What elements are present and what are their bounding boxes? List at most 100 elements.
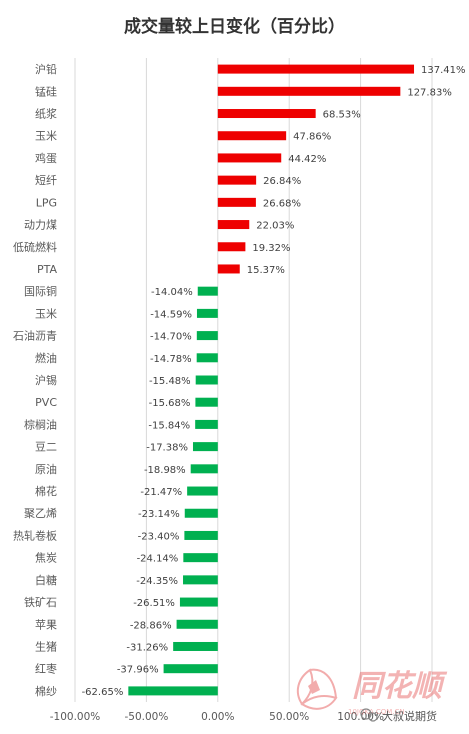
category-label: 棕榈油 bbox=[24, 417, 57, 431]
bar bbox=[196, 308, 218, 318]
watermark-account: 大叔说期货 bbox=[382, 709, 437, 723]
category-label: 红枣 bbox=[35, 663, 57, 676]
data-label: 15.37% bbox=[247, 265, 285, 276]
x-tick-label: 0.00% bbox=[201, 711, 234, 723]
data-label: 47.86% bbox=[293, 132, 331, 143]
bar bbox=[195, 419, 218, 429]
bar bbox=[128, 686, 218, 696]
data-label: -26.51% bbox=[133, 598, 175, 609]
data-label: -23.40% bbox=[138, 531, 180, 542]
bar bbox=[217, 197, 256, 207]
category-label: 棉纱 bbox=[35, 684, 57, 698]
category-label: 锰硅 bbox=[35, 84, 57, 98]
data-label: 26.68% bbox=[263, 198, 301, 209]
category-label: 聚乙烯 bbox=[24, 507, 57, 520]
x-tick-label: 50.00% bbox=[269, 711, 309, 723]
category-label: 燃油 bbox=[35, 351, 57, 365]
category-label: 动力煤 bbox=[24, 219, 57, 232]
watermark-url: 10JQKA.COM.CN bbox=[348, 708, 405, 716]
bar bbox=[184, 530, 218, 540]
bar bbox=[217, 64, 415, 74]
data-label: -14.04% bbox=[151, 287, 193, 298]
bar bbox=[217, 131, 287, 141]
bar bbox=[163, 664, 218, 674]
category-label: 棉花 bbox=[35, 484, 57, 498]
category-label: 苹果 bbox=[35, 617, 57, 631]
category-label: 纸浆 bbox=[35, 107, 57, 121]
chart-title: 成交量较上日变化（百分比） bbox=[124, 17, 345, 37]
data-label: 19.32% bbox=[252, 243, 290, 254]
category-label: 白糖 bbox=[35, 573, 57, 587]
data-label: 137.41% bbox=[421, 65, 466, 76]
data-label: -18.98% bbox=[144, 465, 186, 476]
category-label: 铁矿石 bbox=[24, 596, 57, 609]
watermark: 同花顺 10JQKA.COM.CN 大叔说期货 bbox=[296, 668, 448, 723]
bar bbox=[190, 464, 218, 474]
data-label: -21.47% bbox=[140, 487, 182, 498]
data-label: -15.68% bbox=[149, 398, 191, 409]
category-label: 玉米 bbox=[35, 130, 57, 143]
category-label: 沪铅 bbox=[35, 62, 57, 76]
wechat-icon bbox=[360, 708, 378, 722]
bar bbox=[183, 575, 218, 585]
bar bbox=[217, 86, 401, 96]
data-label: 44.42% bbox=[288, 154, 326, 165]
category-label: LPG bbox=[36, 196, 57, 209]
category-label: 豆二 bbox=[35, 441, 57, 454]
data-label: 22.03% bbox=[256, 221, 294, 232]
data-label: -17.38% bbox=[146, 443, 188, 454]
data-label: -24.14% bbox=[137, 554, 179, 565]
bar bbox=[217, 175, 257, 185]
category-label: 原油 bbox=[35, 462, 57, 476]
data-label: 127.83% bbox=[407, 87, 452, 98]
watermark-brand: 同花顺 bbox=[352, 669, 448, 704]
bar bbox=[173, 641, 218, 651]
category-label: PTA bbox=[37, 263, 57, 276]
bar bbox=[179, 597, 218, 607]
category-label: 玉米 bbox=[35, 307, 57, 320]
bar bbox=[217, 109, 316, 119]
bar bbox=[184, 508, 218, 518]
bar bbox=[217, 242, 246, 252]
x-tick-label: -100.00% bbox=[50, 711, 101, 723]
data-label: -14.59% bbox=[150, 309, 192, 320]
data-label: -23.14% bbox=[138, 509, 180, 520]
data-label: -37.96% bbox=[117, 665, 159, 676]
data-label: -15.48% bbox=[149, 376, 191, 387]
bar bbox=[192, 442, 218, 452]
data-label: -14.78% bbox=[150, 354, 192, 365]
data-label: -31.26% bbox=[126, 642, 168, 653]
category-label: 生猪 bbox=[35, 639, 57, 653]
bar bbox=[196, 353, 218, 363]
category-label: 石油沥青 bbox=[13, 329, 57, 343]
data-label: -14.70% bbox=[150, 332, 192, 343]
x-tick-label: 100.00% bbox=[337, 711, 384, 723]
category-label: 鸡蛋 bbox=[35, 151, 57, 165]
category-label: 低硫燃料 bbox=[13, 240, 57, 254]
bar bbox=[217, 153, 282, 163]
data-label: -24.35% bbox=[136, 576, 178, 587]
flower-logo-icon bbox=[296, 668, 338, 710]
x-tick-label: -50.00% bbox=[124, 711, 168, 723]
data-label: -28.86% bbox=[130, 620, 172, 631]
category-label: 沪锡 bbox=[35, 373, 57, 387]
data-label: -15.84% bbox=[148, 420, 190, 431]
category-label: 国际铜 bbox=[24, 284, 57, 298]
category-label: PVC bbox=[35, 396, 57, 409]
bar bbox=[217, 220, 250, 230]
category-label: 焦炭 bbox=[35, 552, 57, 565]
bar bbox=[217, 264, 240, 274]
bar bbox=[197, 286, 218, 296]
bar bbox=[176, 619, 218, 629]
data-label: 26.84% bbox=[263, 176, 301, 187]
bar bbox=[183, 553, 218, 563]
bar bbox=[195, 397, 218, 407]
bar bbox=[196, 331, 218, 341]
data-label: 68.53% bbox=[323, 110, 361, 121]
bar bbox=[195, 375, 218, 385]
category-label: 短纤 bbox=[35, 173, 57, 187]
bar bbox=[187, 486, 218, 496]
data-label: -62.65% bbox=[82, 687, 124, 698]
